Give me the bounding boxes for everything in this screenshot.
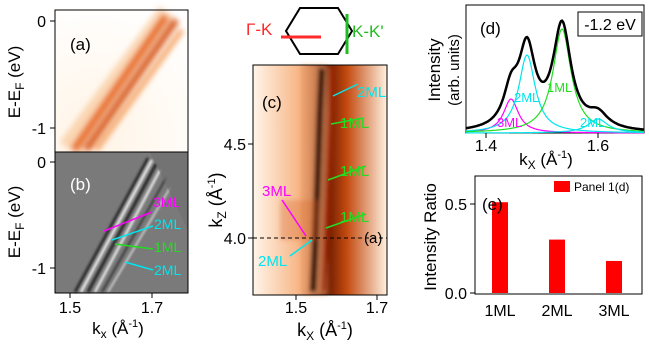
gamma-k-label: Γ-K bbox=[246, 20, 273, 39]
panel-e-xtick-2ml: 2ML bbox=[541, 303, 572, 320]
panel-e-ytick-0.5: 0.5 bbox=[445, 197, 467, 214]
bar-1ml bbox=[492, 202, 508, 293]
panel-a: (a) 0 -1 E-EF (eV) bbox=[5, 6, 189, 158]
panel-d-tag: (d) bbox=[480, 19, 501, 38]
panel-d: (d) -1.2 eV Intensity (arb. units) 1.4 1… bbox=[425, 4, 645, 172]
panel-c-label-2ml-bottom: 2ML bbox=[258, 253, 287, 270]
energy-box bbox=[577, 11, 643, 37]
panel-d-label-2ml-a: 2ML bbox=[514, 90, 539, 105]
k-kprime-label: K-K' bbox=[352, 22, 384, 41]
panel-d-label-2ml-b: 2ML bbox=[580, 115, 605, 130]
panel-b-xtick-1.5: 1.5 bbox=[59, 300, 81, 317]
panel-b: (b) 0 -1 E-EF (eV) 1.5 1.7 kx (Å-1) 3ML … bbox=[5, 151, 189, 341]
panel-c-label-1ml-a: 1ML bbox=[340, 115, 369, 132]
panel-c-label-1ml-c: 1ML bbox=[340, 209, 369, 226]
panel-c-label-2ml-top: 2ML bbox=[357, 84, 386, 101]
panel-b-ytick-neg1: -1 bbox=[32, 261, 46, 278]
panel-b-ytick-0: 0 bbox=[37, 155, 46, 172]
panel-a-ytick-0: 0 bbox=[37, 14, 46, 31]
panel-d-curves bbox=[465, 19, 645, 134]
curve-total bbox=[465, 19, 644, 131]
panel-c-xtick-1.5: 1.5 bbox=[285, 300, 307, 317]
panel-e: (e) Panel 1(d) Intensity Ratio 0.0 0.5 1… bbox=[421, 175, 643, 320]
panel-e-tag: (e) bbox=[482, 195, 503, 214]
panel-c-ytick-4.0: 4.0 bbox=[224, 231, 246, 248]
panel-d-label-1ml: 1ML bbox=[547, 80, 572, 95]
panel-d-xtick-1.4: 1.4 bbox=[475, 138, 497, 155]
panel-e-ylabel: Intensity Ratio bbox=[421, 183, 440, 291]
panel-d-xtick-1.6: 1.6 bbox=[587, 138, 609, 155]
panel-a-ytick-neg1: -1 bbox=[32, 121, 46, 138]
panel-d-ylabel-1: Intensity bbox=[425, 38, 444, 102]
curve-ml2b bbox=[466, 118, 644, 134]
panel-c-xlabel: kX (Å-1) bbox=[297, 320, 353, 343]
panel-c-ytick-4.5: 4.5 bbox=[224, 137, 246, 154]
bar-3ml bbox=[606, 260, 622, 293]
panel-b-ylabel: E-EF (eV) bbox=[5, 186, 27, 259]
curve-ml2 bbox=[465, 54, 644, 133]
panel-b-label-2ml-upper: 2ML bbox=[154, 216, 181, 232]
panel-c-tag: (c) bbox=[262, 93, 282, 112]
panel-a-bands bbox=[59, 6, 185, 158]
panel-c: Γ-K K-K' (c) 4.5 4.0 kZ (Å-1) 1.5 1.7 kX… bbox=[206, 7, 388, 343]
panel-b-tag: (b) bbox=[70, 175, 91, 194]
panel-c-xtick-1.7: 1.7 bbox=[366, 300, 388, 317]
panel-c-label-3ml: 3ML bbox=[262, 183, 291, 200]
panel-d-label-3ml: 3ML bbox=[497, 115, 522, 130]
panel-b-label-3ml: 3ML bbox=[153, 194, 180, 210]
panel-a-ylabel: E-EF (eV) bbox=[5, 46, 27, 119]
panel-d-xlabel: kX (Å-1) bbox=[519, 149, 573, 172]
brillouin-zone-diagram: Γ-K K-K' bbox=[246, 7, 384, 55]
bar-2ml bbox=[549, 239, 565, 293]
cut-line-label: (a) bbox=[364, 230, 382, 247]
panel-b-label-2ml-lower: 2ML bbox=[154, 262, 181, 278]
panel-a-tag: (a) bbox=[70, 35, 91, 54]
panel-e-xtick-1ml: 1ML bbox=[484, 303, 515, 320]
panel-b-label-1ml: 1ML bbox=[154, 239, 181, 255]
legend-swatch bbox=[554, 181, 570, 192]
panel-e-ytick-0.0: 0.0 bbox=[445, 286, 467, 303]
panel-c-ylabel: kZ (Å-1) bbox=[206, 172, 229, 227]
panel-b-xtick-1.7: 1.7 bbox=[141, 300, 163, 317]
panel-c-label-1ml-b: 1ML bbox=[340, 163, 369, 180]
panel-d-ylabel-2: (arb. units) bbox=[446, 34, 463, 106]
panel-b-xlabel: kx (Å-1) bbox=[92, 318, 144, 341]
panel-e-xtick-3ml: 3ML bbox=[598, 303, 629, 320]
panel-e-bars bbox=[492, 202, 622, 293]
energy-box-text: -1.2 eV bbox=[584, 17, 636, 34]
legend-label: Panel 1(d) bbox=[574, 180, 629, 194]
